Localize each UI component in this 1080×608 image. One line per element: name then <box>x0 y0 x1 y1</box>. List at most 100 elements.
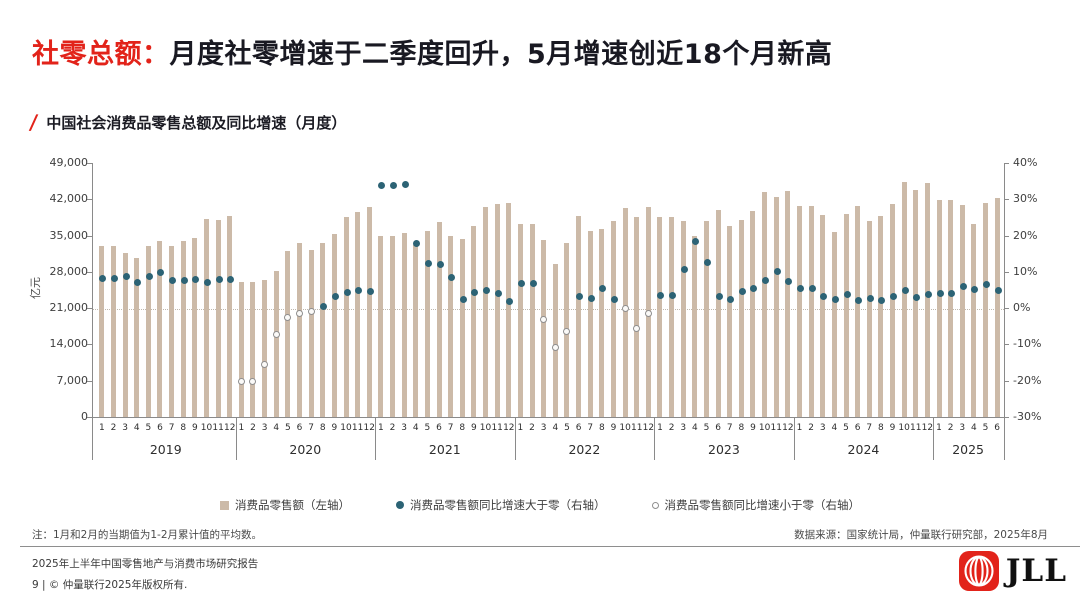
left-tick-mark <box>87 344 92 346</box>
year-label-2022: 2022 <box>568 442 601 457</box>
bar-2019-10 <box>203 219 209 417</box>
month-label-2019-3: 3 <box>122 423 128 433</box>
year-label-2023: 2023 <box>708 442 740 457</box>
dot-2020-11 <box>355 286 363 294</box>
right-tick-mark <box>1004 235 1009 237</box>
page-title: 社零总额：月度社零增速于二季度回升，5月增速创近18个月新高 <box>32 32 832 71</box>
bar-2025-5 <box>983 202 989 417</box>
right-tick-mark <box>1004 199 1009 201</box>
bar-2019-8 <box>180 241 186 417</box>
dot-2023-8 <box>738 287 746 295</box>
dot-2021-10 <box>483 286 491 294</box>
right-tick-label: 40% <box>1013 156 1038 169</box>
filled-dot-icon <box>396 501 404 509</box>
month-label-2024-12: 12 <box>921 423 934 433</box>
month-label-2024-2: 2 <box>808 423 814 433</box>
month-label-2023-1: 1 <box>657 423 663 433</box>
page-title-highlight: 社零总额： <box>32 39 170 70</box>
month-label-2020-4: 4 <box>273 423 280 433</box>
jll-logo-text: JLL <box>1005 553 1067 589</box>
dot-2023-7 <box>727 295 735 303</box>
dot-2022-8 <box>599 285 607 293</box>
dot-2021-4 <box>413 240 421 248</box>
bar-2021-1 <box>378 236 384 417</box>
dot-2024-1 <box>797 284 804 292</box>
month-label-2023-6: 6 <box>715 423 721 433</box>
month-label-2019-6: 6 <box>157 423 163 433</box>
bar-2023-6 <box>715 209 721 417</box>
bar-2021-11 <box>494 204 500 417</box>
open-dot-2020-1 <box>237 378 245 386</box>
right-axis-line <box>1004 163 1005 460</box>
bar-2023-4 <box>692 236 698 417</box>
month-label-2022-7: 7 <box>587 423 594 433</box>
month-label-2025-2: 2 <box>947 423 954 433</box>
dot-2024-11 <box>913 293 921 301</box>
month-label-2019-7: 7 <box>168 423 175 433</box>
left-tick-label: 28,000 <box>49 264 89 278</box>
right-tick-mark <box>1004 344 1009 346</box>
open-dot-icon <box>651 501 659 509</box>
dot-2021-12 <box>506 298 514 306</box>
bar-2025-2 <box>948 199 954 417</box>
dot-2020-10 <box>343 289 351 297</box>
bar-2024-11 <box>913 190 919 417</box>
dot-2021-8 <box>459 295 467 303</box>
legend-label-sales: 消费品零售额（左轴） <box>235 498 350 512</box>
dot-2024-5 <box>843 291 851 299</box>
bar-2022-4 <box>552 264 558 417</box>
month-label-2021-4: 4 <box>412 423 419 433</box>
left-tick-mark <box>87 199 92 201</box>
dot-2025-6 <box>994 287 1002 295</box>
bar-2021-12 <box>506 203 512 417</box>
year-label-2025: 2025 <box>952 442 984 457</box>
chart-title: / 中国社会消费品零售总额及同比增速（月度） <box>28 110 347 134</box>
bar-2024-7 <box>866 221 872 417</box>
left-tick-mark <box>87 271 92 273</box>
open-dot-2020-2 <box>249 378 257 386</box>
dot-2021-9 <box>471 288 479 296</box>
month-label-2021-5: 5 <box>424 423 431 433</box>
accent-slash-icon: / <box>28 110 39 134</box>
right-tick-label: -20% <box>1013 373 1042 387</box>
year-label-2024: 2024 <box>847 442 880 457</box>
bar-2019-3 <box>122 252 128 417</box>
dot-2024-7 <box>866 294 874 302</box>
month-label-2022-3: 3 <box>540 423 547 433</box>
right-tick-mark <box>1004 308 1009 310</box>
dot-2025-5 <box>983 281 991 289</box>
month-label-2023-12: 12 <box>782 423 794 433</box>
bar-2020-2 <box>250 281 256 417</box>
dot-2024-12 <box>924 291 932 299</box>
bar-2021-5 <box>424 230 430 417</box>
bar-2020-11 <box>355 212 361 417</box>
month-label-2020-11: 11 <box>351 423 364 433</box>
dot-2021-7 <box>448 273 456 281</box>
dot-2021-11 <box>494 290 502 298</box>
bar-2023-7 <box>727 226 733 417</box>
bar-2023-11 <box>773 196 779 417</box>
open-dot-2022-5 <box>563 327 571 335</box>
x-axis-baseline <box>92 417 1005 418</box>
bar-2022-9 <box>610 221 616 417</box>
dot-2019-9 <box>192 276 200 284</box>
month-label-2024-10: 10 <box>898 423 910 433</box>
page-title-rest: 月度社零增速于二季度回升，5月增速创近18个月新高 <box>169 39 833 70</box>
dot-2019-5 <box>145 273 153 281</box>
dot-2020-9 <box>331 292 339 300</box>
right-tick-label: -10% <box>1013 337 1042 351</box>
bar-2024-10 <box>901 181 907 417</box>
left-tick-mark <box>87 308 92 310</box>
bar-swatch-icon <box>220 500 229 510</box>
open-dot-2022-10 <box>621 305 629 313</box>
month-label-2024-4: 4 <box>831 423 838 433</box>
chart-title-text: 中国社会消费品零售总额及同比增速（月度） <box>46 113 347 132</box>
left-tick-label: 49,000 <box>49 156 89 169</box>
bar-2023-12 <box>785 191 791 417</box>
month-label-2019-1: 1 <box>98 423 105 433</box>
bar-2022-6 <box>576 216 582 417</box>
month-label-2022-10: 10 <box>619 423 631 433</box>
month-label-2024-5: 5 <box>843 423 849 433</box>
bar-2023-5 <box>703 221 709 417</box>
dot-2024-8 <box>878 297 886 305</box>
